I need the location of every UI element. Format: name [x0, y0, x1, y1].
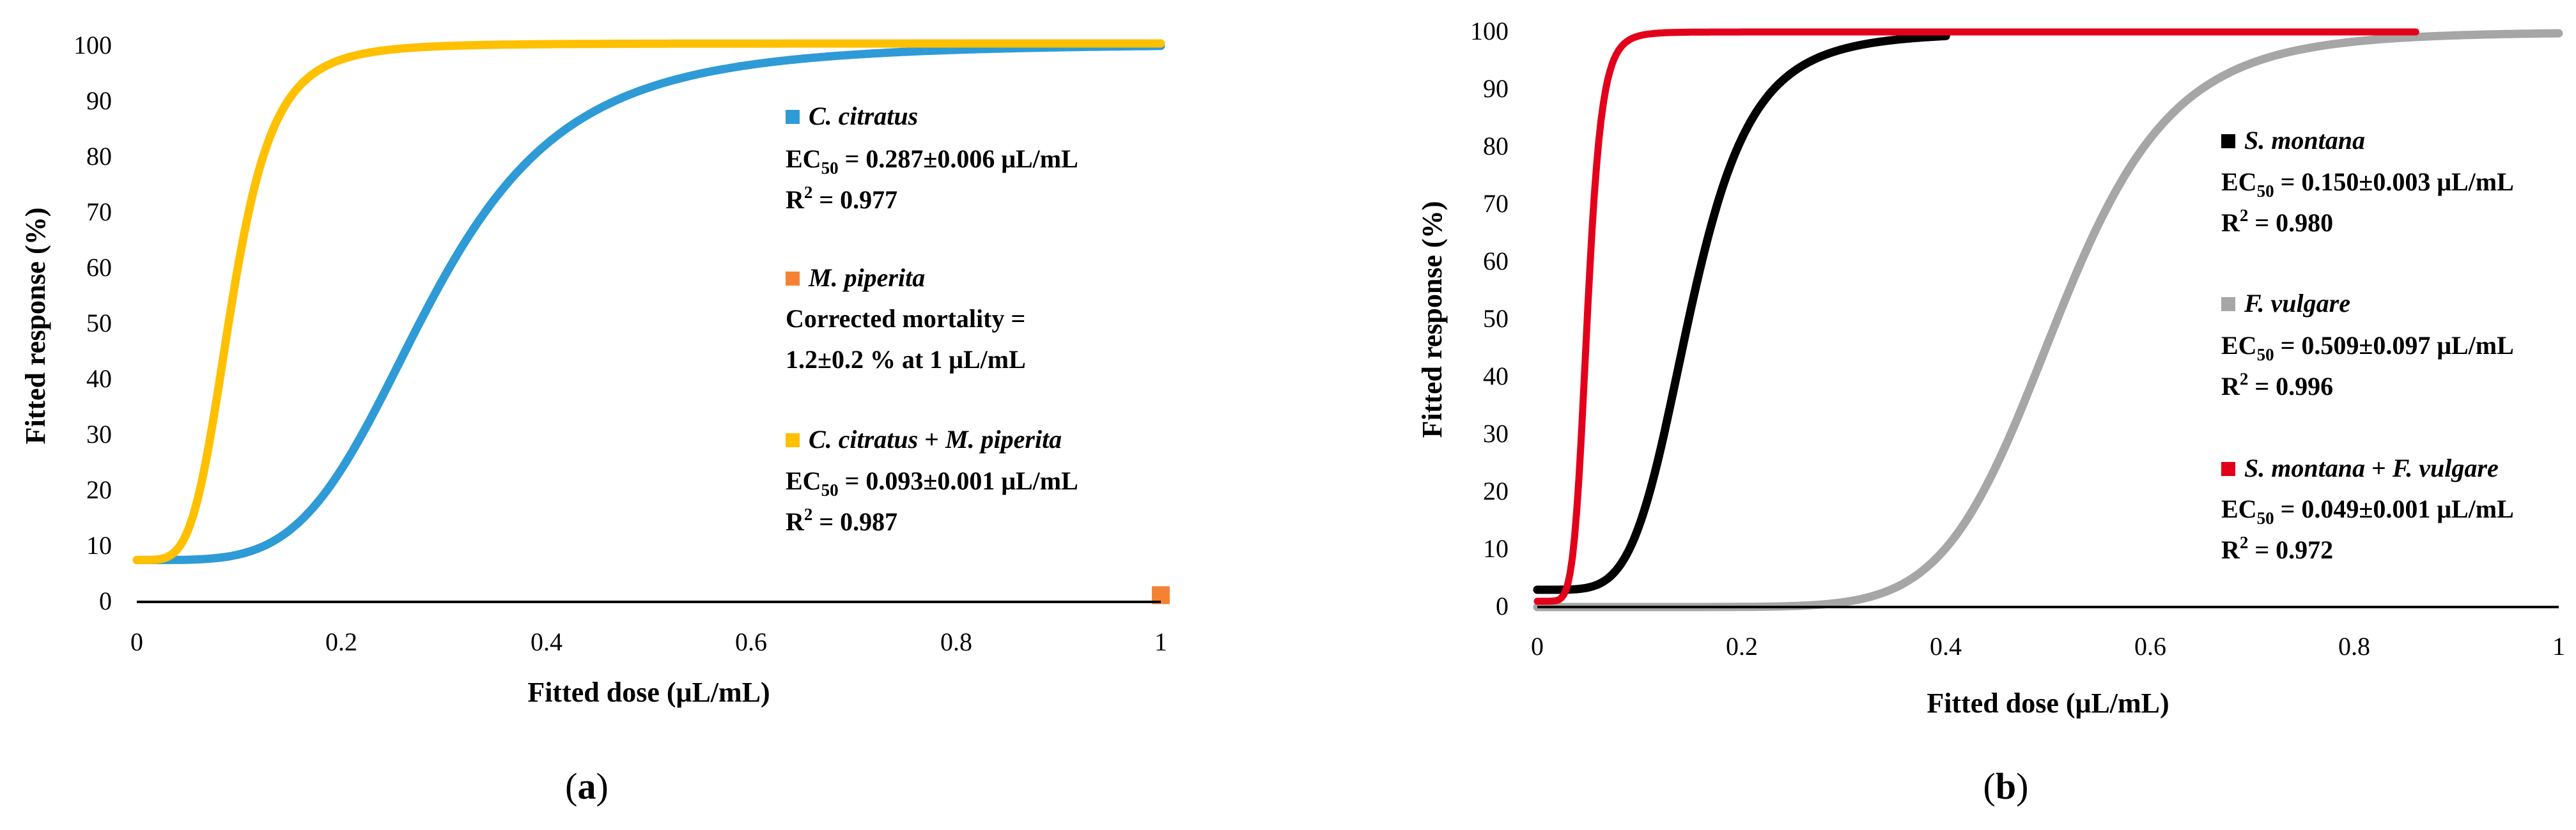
panel-b-xtick: 0.8 [2338, 632, 2370, 661]
panel-a-x-ticks: 0 0.2 0.4 0.6 0.8 1 [130, 627, 1167, 656]
panel-b-x-axis-title: Fitted dose (μL/mL) [1927, 688, 2169, 719]
panel-a-xtick: 0.2 [325, 627, 357, 656]
panel-a-y-axis-title: Fitted response (%) [20, 208, 51, 445]
panel-b-ytick: 100 [1470, 17, 1509, 45]
panel-b-ytick: 10 [1483, 534, 1509, 563]
panel-a-xtick: 0.8 [940, 627, 972, 656]
legend-r2-c-citratus: R2 = 0.977 [786, 183, 897, 214]
series-line-s-montana [1533, 31, 1950, 594]
panel-a-xtick: 0 [130, 627, 143, 656]
legend-swatch-s-montana-f-vulgare [2221, 462, 2235, 476]
panel-a-ytick: 40 [86, 364, 112, 393]
panel-b-xtick: 0.4 [1930, 632, 1962, 661]
panel-a-ytick: 50 [86, 309, 112, 337]
panel-b-ytick: 0 [1496, 592, 1509, 620]
legend-r2-s-montana-f-vulgare: R2 = 0.972 [2221, 533, 2333, 564]
panel-b-chart: 0 10 20 30 40 50 60 70 80 90 100 0 0.2 0… [1416, 17, 2565, 807]
panel-a-ytick: 20 [86, 475, 112, 504]
panel-b-ytick: 90 [1483, 74, 1509, 103]
panel-b-ytick: 20 [1483, 477, 1509, 505]
legend-m-piperita-line2: 1.2±0.2 % at 1 μL/mL [786, 345, 1026, 374]
legend-swatch-f-vulgare [2221, 297, 2235, 311]
panel-b-ytick: 50 [1483, 304, 1509, 333]
panel-b-ytick: 30 [1483, 419, 1509, 448]
panel-b-legend: S. montana EC50 = 0.150±0.003 μL/mL R2 =… [2221, 126, 2514, 564]
panel-a-y-ticks: 0 10 20 30 40 50 60 70 80 90 100 [74, 31, 112, 615]
legend-ec50-f-vulgare: EC50 = 0.509±0.097 μL/mL [2221, 331, 2514, 364]
legend-swatch-c-citratus-m-piperita [786, 433, 800, 447]
series-line-s-montana-f-vulgare [1533, 28, 2419, 605]
panel-b-ytick: 40 [1483, 362, 1509, 390]
panel-b-y-ticks: 0 10 20 30 40 50 60 70 80 90 100 [1470, 17, 1509, 620]
legend-r2-s-montana: R2 = 0.980 [2221, 206, 2333, 237]
panel-a-ytick: 90 [86, 86, 112, 115]
panel-b-ytick: 70 [1483, 189, 1509, 218]
legend-r2-c-citratus-m-piperita: R2 = 0.987 [786, 505, 897, 536]
legend-r2-f-vulgare: R2 = 0.996 [2221, 369, 2333, 401]
panel-b-label: (b) [1983, 765, 2029, 807]
series-line-c-citratus [132, 42, 1165, 564]
panel-b-x-ticks: 0 0.2 0.4 0.6 0.8 1 [1531, 632, 2565, 661]
legend-name-s-montana-f-vulgare: S. montana + F. vulgare [2244, 454, 2499, 482]
panel-b-ytick: 60 [1483, 247, 1509, 275]
legend-ec50-s-montana: EC50 = 0.150±0.003 μL/mL [2221, 167, 2514, 201]
legend-swatch-m-piperita [786, 272, 800, 286]
panel-a-chart: 0 10 20 30 40 50 60 70 80 90 100 0 0.2 0… [20, 31, 1170, 807]
panel-a-ytick: 60 [86, 253, 112, 282]
panel-a-series [132, 39, 1170, 604]
legend-ec50-s-montana-f-vulgare: EC50 = 0.049±0.001 μL/mL [2221, 495, 2514, 528]
panel-b-ytick: 80 [1483, 132, 1509, 160]
panel-a-legend: C. citratus EC50 = 0.287±0.006 μL/mL R2 … [786, 102, 1078, 536]
panel-a-ytick: 30 [86, 420, 112, 449]
series-line-c-citratus-m-piperita [132, 39, 1165, 564]
panel-b-xtick: 0 [1531, 632, 1544, 661]
legend-ec50-c-citratus: EC50 = 0.287±0.006 μL/mL [786, 144, 1078, 178]
panel-b-y-axis-title: Fitted response (%) [1416, 201, 1448, 438]
panel-b-xtick: 0.6 [2134, 632, 2166, 661]
panel-a-xtick: 0.6 [735, 627, 767, 656]
panel-b-xtick: 0.2 [1726, 632, 1758, 661]
panel-a-label: (a) [565, 765, 609, 807]
panel-a-ytick: 70 [86, 197, 112, 226]
legend-name-m-piperita: M. piperita [808, 263, 925, 292]
legend-name-f-vulgare: F. vulgare [2244, 289, 2350, 318]
panel-a-ytick: 80 [86, 142, 112, 171]
panel-a-ytick: 0 [99, 587, 112, 615]
legend-swatch-c-citratus [786, 110, 800, 124]
panel-a-xtick: 0.4 [531, 627, 563, 656]
legend-ec50-c-citratus-m-piperita: EC50 = 0.093±0.001 μL/mL [786, 466, 1078, 500]
panel-a-xtick: 1 [1154, 627, 1167, 656]
legend-name-s-montana: S. montana [2244, 126, 2365, 155]
panel-b-xtick: 1 [2552, 632, 2565, 661]
panel-a-ytick: 10 [86, 531, 112, 560]
panel-a-x-axis-title: Fitted dose (μL/mL) [527, 677, 770, 708]
legend-name-c-citratus: C. citratus [809, 102, 918, 130]
legend-swatch-s-montana [2221, 134, 2235, 148]
legend-m-piperita-line1: Corrected mortality = [786, 304, 1025, 333]
panel-a-ytick: 100 [74, 31, 112, 59]
legend-name-c-citratus-m-piperita: C. citratus + M. piperita [809, 425, 1062, 454]
